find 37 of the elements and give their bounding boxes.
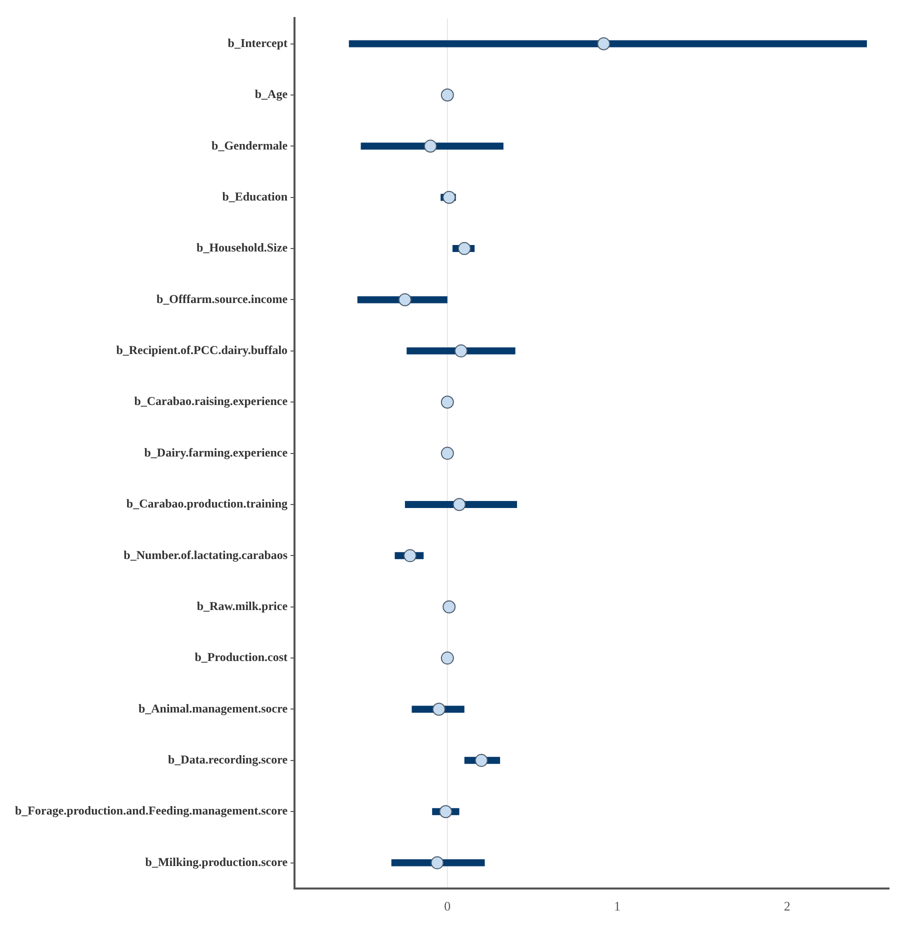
point [432,702,446,716]
point [442,190,456,204]
point [440,446,454,460]
point [398,293,412,306]
y-tick-label: b_Forage.production.and.Feeding.management.score [14,804,288,818]
point [452,498,466,511]
y-tick-label: b_Production.cost [194,650,288,664]
y-tick-label: b_Age [254,87,288,102]
point [440,652,454,665]
x-tick-label: 0 [444,898,451,914]
point [430,856,444,870]
point [458,242,471,256]
x-tick-label: 1 [614,898,620,914]
y-tick-label: b_Raw.milk.price [196,598,288,613]
point [442,600,456,614]
point [454,344,468,358]
point [474,754,488,767]
point [439,805,452,818]
y-tick-label: b_Animal.management.socre [138,701,288,716]
x-tick-label: 2 [784,898,790,914]
y-tick-label: b_Gendermale [212,138,288,152]
point [424,140,437,153]
y-tick-label: b_Intercept [228,36,288,50]
y-tick-label: b_Education [222,189,288,204]
y-tick-label: b_Offfarm.source.income [156,292,288,306]
y-tick-label: b_Carabao.raising.experience [134,394,288,408]
y-tick-label: b_Data.recording.score [168,752,288,767]
point [597,37,610,50]
point [440,88,454,102]
y-tick-label: b_Dairy.farming.experience [144,445,288,460]
point [404,549,417,562]
y-tick-label: b_Carabao.production.training [126,496,288,511]
y-tick-label: b_Household.Size [196,240,288,255]
y-tick-label: b_Milking.production.score [145,854,288,869]
y-tick-label: b_Number.of.lactating.carabaos [124,548,288,562]
y-tick-label: b_Recipient.of.PCC.dairy.buffalo [116,343,288,358]
point [440,396,454,409]
